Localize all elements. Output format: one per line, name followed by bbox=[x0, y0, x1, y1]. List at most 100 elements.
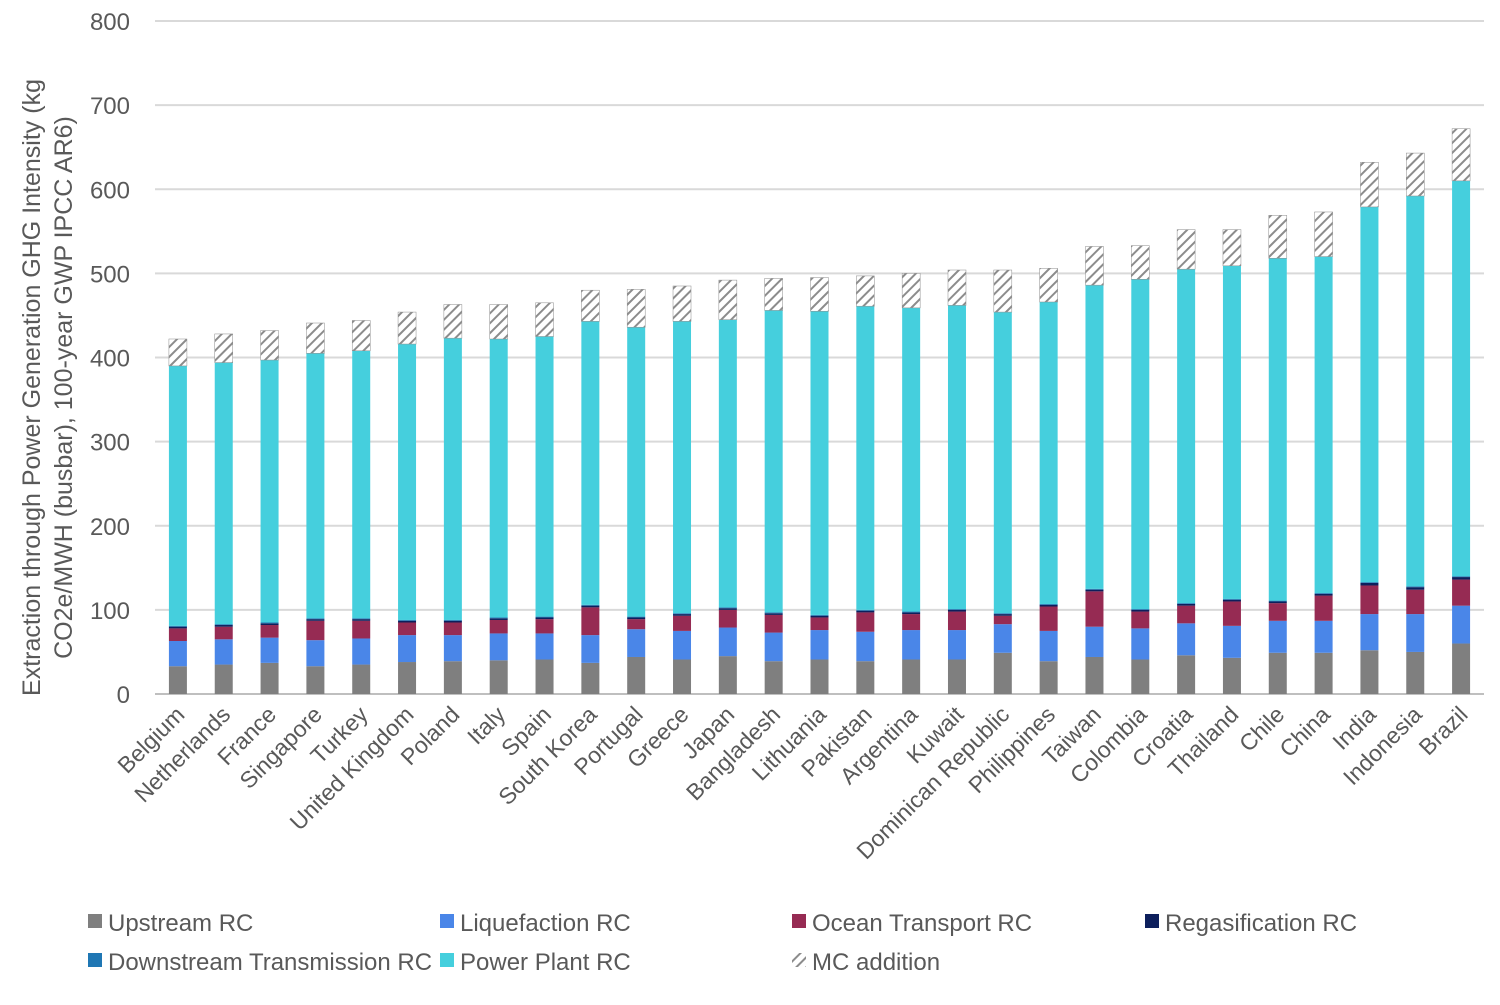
bar-segment-ocean-transport-rc-kuwait bbox=[947, 611, 966, 631]
bar-segment-ocean-transport-rc-bangladesh bbox=[764, 614, 783, 633]
bar-segment-downstream-transmission-rc-taiwan bbox=[1085, 588, 1104, 590]
bar-segment-ocean-transport-rc-lithuania bbox=[810, 617, 829, 631]
legend-swatch bbox=[88, 953, 102, 967]
bar-segment-ocean-transport-rc-indonesia bbox=[1406, 589, 1425, 615]
bar-segment-downstream-transmission-rc-pakistan bbox=[856, 609, 875, 611]
bar-segment-regasification-rc-bangladesh bbox=[764, 613, 783, 615]
bar-segment-upstream-rc-italy bbox=[489, 660, 508, 694]
bar-segment-downstream-transmission-rc-brazil bbox=[1452, 576, 1471, 578]
bar-segment-ocean-transport-rc-south-korea bbox=[581, 607, 600, 636]
y-axis: 0 100 200 300 400 500 600 700 800 bbox=[90, 9, 130, 709]
bar-segment-upstream-rc-south-korea bbox=[581, 662, 600, 694]
x-axis: BelgiumNetherlandsFranceSingaporeTurkeyU… bbox=[112, 701, 1472, 864]
y-tick-label: 800 bbox=[90, 9, 130, 36]
bar-segment-ocean-transport-rc-argentina bbox=[902, 614, 921, 631]
bar-segment-liquefaction-rc-croatia bbox=[1177, 623, 1196, 656]
bar-segment-ocean-transport-rc-japan bbox=[718, 609, 737, 628]
bar-segment-power-plant-rc-dominican-republic bbox=[993, 312, 1012, 614]
bar-segment-liquefaction-rc-japan bbox=[718, 627, 737, 657]
bar-segment-mc-addition-south-korea bbox=[581, 289, 600, 322]
bar-segment-liquefaction-rc-india bbox=[1360, 614, 1379, 651]
bar-segment-mc-addition-singapore bbox=[306, 322, 325, 354]
bar-segment-power-plant-rc-italy bbox=[489, 338, 508, 618]
bar-segment-power-plant-rc-singapore bbox=[306, 353, 325, 619]
bar-segment-regasification-rc-brazil bbox=[1452, 577, 1471, 580]
bar-segment-ocean-transport-rc-greece bbox=[673, 615, 692, 631]
bar-segment-upstream-rc-colombia bbox=[1131, 659, 1150, 694]
bar-segment-liquefaction-rc-poland bbox=[443, 635, 462, 662]
bar-segment-mc-addition-lithuania bbox=[810, 277, 829, 312]
bar-segment-power-plant-rc-kuwait bbox=[947, 305, 966, 610]
bar-segment-liquefaction-rc-netherlands bbox=[214, 639, 233, 665]
bar-segment-regasification-rc-taiwan bbox=[1085, 589, 1104, 592]
bar-segment-ocean-transport-rc-croatia bbox=[1177, 605, 1196, 624]
bar-segment-regasification-rc-kuwait bbox=[947, 609, 966, 612]
y-tick-label: 300 bbox=[90, 430, 130, 457]
bar-segment-downstream-transmission-rc-singapore bbox=[306, 618, 325, 620]
bar-segment-upstream-rc-indonesia bbox=[1406, 651, 1425, 694]
bar-segment-liquefaction-rc-lithuania bbox=[810, 630, 829, 660]
bar-segment-ocean-transport-rc-italy bbox=[489, 619, 508, 634]
bar-segment-liquefaction-rc-kuwait bbox=[947, 630, 966, 660]
bar-segment-mc-addition-netherlands bbox=[214, 333, 233, 363]
bar-segment-power-plant-rc-japan bbox=[718, 319, 737, 608]
bar-segment-upstream-rc-poland bbox=[443, 661, 462, 694]
legend-item: MC addition bbox=[792, 949, 940, 976]
bar-segment-ocean-transport-rc-united-kingdom bbox=[398, 622, 417, 636]
x-tick-label: China bbox=[1274, 701, 1335, 762]
legend-item: Ocean Transport RC bbox=[792, 910, 1032, 937]
bar-segment-power-plant-rc-indonesia bbox=[1406, 195, 1425, 587]
bar-segment-liquefaction-rc-china bbox=[1314, 620, 1333, 653]
bar-segment-upstream-rc-turkey bbox=[352, 664, 371, 694]
bar-segment-regasification-rc-united-kingdom bbox=[398, 620, 417, 623]
bar-segment-regasification-rc-colombia bbox=[1131, 609, 1150, 612]
bar-segment-ocean-transport-rc-brazil bbox=[1452, 579, 1471, 606]
bar-segment-power-plant-rc-south-korea bbox=[581, 321, 600, 605]
bar-segment-downstream-transmission-rc-chile bbox=[1268, 600, 1287, 602]
bar-segment-ocean-transport-rc-thailand bbox=[1222, 601, 1241, 626]
bar-segment-mc-addition-spain bbox=[535, 302, 554, 337]
bar-segment-regasification-rc-croatia bbox=[1177, 603, 1196, 606]
bar-segment-liquefaction-rc-argentina bbox=[902, 630, 921, 660]
bar-segment-upstream-rc-chile bbox=[1268, 652, 1287, 694]
bar-segment-regasification-rc-philippines bbox=[1039, 604, 1058, 607]
legend-label: Upstream RC bbox=[108, 910, 253, 937]
bar-segment-mc-addition-belgium bbox=[168, 338, 188, 367]
bar-segment-ocean-transport-rc-netherlands bbox=[214, 626, 233, 640]
bar-segment-downstream-transmission-rc-colombia bbox=[1131, 609, 1150, 610]
bar-segment-mc-addition-kuwait bbox=[947, 269, 967, 306]
bar-segment-regasification-rc-greece bbox=[673, 614, 692, 616]
bar-segment-liquefaction-rc-singapore bbox=[306, 640, 325, 667]
bar-segment-regasification-rc-india bbox=[1360, 582, 1379, 586]
bar-segment-upstream-rc-pakistan bbox=[856, 661, 875, 694]
legend-label: Downstream Transmission RC bbox=[108, 949, 432, 976]
legend-label: Liquefaction RC bbox=[460, 910, 631, 937]
bar-segment-power-plant-rc-poland bbox=[443, 338, 462, 620]
bar-segment-downstream-transmission-rc-india bbox=[1360, 582, 1379, 583]
bar-segment-upstream-rc-spain bbox=[535, 659, 554, 694]
bar-segment-liquefaction-rc-greece bbox=[673, 630, 692, 660]
bar-segment-liquefaction-rc-south-korea bbox=[581, 635, 600, 663]
y-tick-label: 700 bbox=[90, 93, 130, 120]
bar-segment-liquefaction-rc-philippines bbox=[1039, 630, 1058, 662]
bar-segment-downstream-transmission-rc-turkey bbox=[352, 618, 371, 620]
bar-segment-mc-addition-japan bbox=[718, 279, 738, 320]
bars bbox=[168, 128, 1471, 694]
bar-segment-upstream-rc-portugal bbox=[627, 656, 646, 694]
bar-segment-downstream-transmission-rc-lithuania bbox=[810, 614, 829, 616]
bar-segment-power-plant-rc-pakistan bbox=[856, 306, 875, 610]
bar-segment-upstream-rc-netherlands bbox=[214, 664, 233, 694]
bar-segment-regasification-rc-indonesia bbox=[1406, 587, 1425, 590]
legend-swatch bbox=[440, 914, 454, 928]
y-tick-label: 500 bbox=[90, 261, 130, 288]
bar-segment-downstream-transmission-rc-china bbox=[1314, 593, 1333, 594]
bar-segment-downstream-transmission-rc-thailand bbox=[1222, 598, 1241, 600]
bar-segment-mc-addition-thailand bbox=[1222, 229, 1242, 267]
bar-segment-power-plant-rc-lithuania bbox=[810, 311, 829, 615]
bar-segment-power-plant-rc-belgium bbox=[168, 365, 187, 626]
bar-segment-liquefaction-rc-colombia bbox=[1131, 628, 1150, 660]
legend-swatch bbox=[88, 914, 102, 928]
legend-item: Liquefaction RC bbox=[440, 910, 631, 937]
bar-segment-ocean-transport-rc-taiwan bbox=[1085, 591, 1104, 627]
